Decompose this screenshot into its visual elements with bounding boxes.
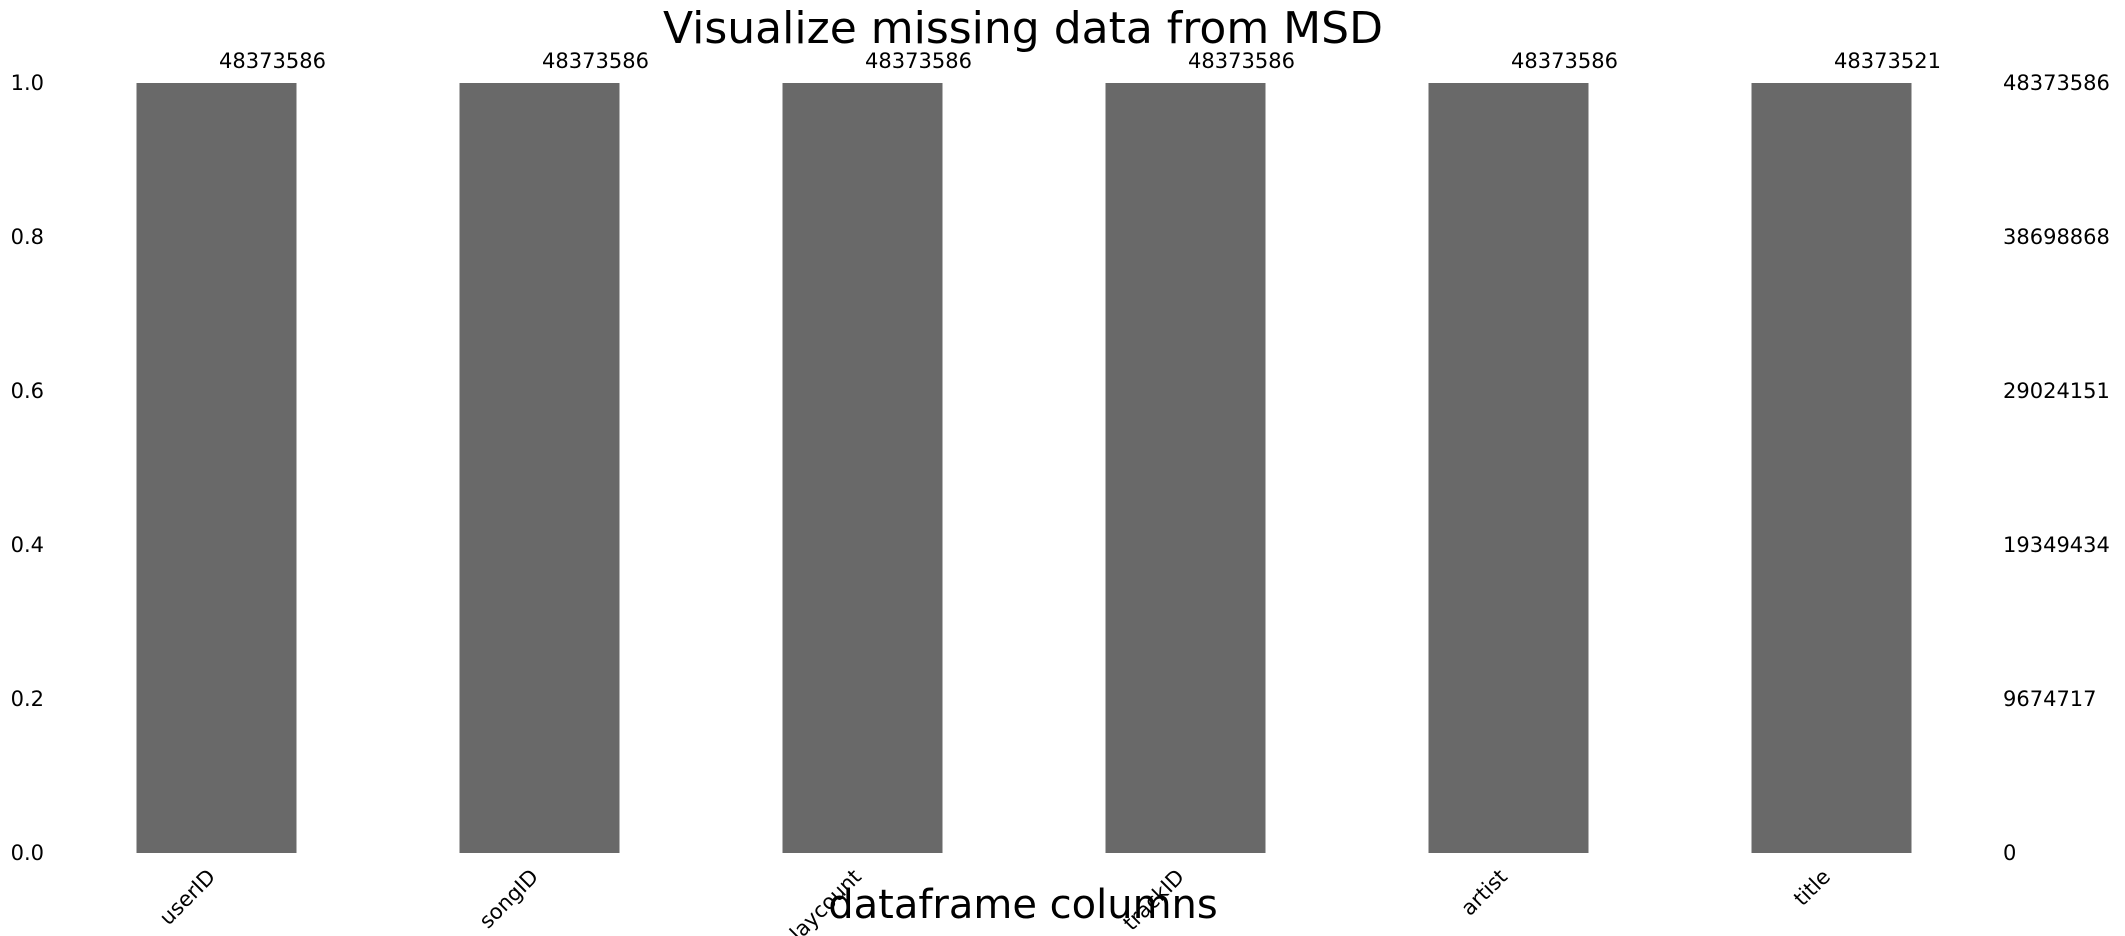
count-label-artist: 48373586: [1511, 49, 1618, 73]
count-label-title: 48373521: [1834, 49, 1941, 73]
count-label-songID: 48373586: [542, 49, 649, 73]
x-tick-title: title: [1789, 865, 1835, 911]
bars-group: [136, 83, 1912, 853]
x-tick-songID: songID: [475, 865, 543, 933]
left-tick-label: 1.0: [11, 71, 44, 95]
left-axis: 0.0 0.2 0.4 0.6 0.8 1.0: [11, 71, 44, 865]
right-tick-label: 38698868: [2003, 225, 2110, 249]
bar-title: [1751, 83, 1912, 853]
left-tick-label: 0.4: [11, 533, 44, 557]
count-labels-group: 48373586 48373586 48373586 48373586 48373586…: [219, 49, 1941, 73]
left-tick-label: 0.6: [11, 379, 44, 403]
right-axis: 0 9674717 19349434 29024151 38698868 48373586: [2003, 71, 2110, 865]
chart-title: Visualize missing data from MSD: [663, 3, 1383, 54]
count-label-trackID: 48373586: [1188, 49, 1295, 73]
count-label-userID: 48373586: [219, 49, 326, 73]
left-tick-label: 0.8: [11, 225, 44, 249]
bar-songID: [459, 83, 620, 853]
bar-playcount: [782, 83, 943, 853]
bar-artist: [1428, 83, 1589, 853]
count-label-playcount: 48373586: [865, 49, 972, 73]
bar-userID: [136, 83, 297, 853]
x-tick-artist: artist: [1456, 865, 1512, 921]
right-tick-label: 9674717: [2003, 687, 2097, 711]
x-tick-userID: userID: [155, 865, 220, 930]
left-tick-label: 0.2: [11, 687, 44, 711]
right-tick-label: 29024151: [2003, 379, 2110, 403]
x-axis-label: dataframe columns: [828, 882, 1218, 928]
right-tick-label: 19349434: [2003, 533, 2110, 557]
bar-trackID: [1105, 83, 1266, 853]
right-tick-label: 48373586: [2003, 71, 2110, 95]
left-tick-label: 0.0: [11, 841, 44, 865]
right-tick-label: 0: [2003, 841, 2016, 865]
